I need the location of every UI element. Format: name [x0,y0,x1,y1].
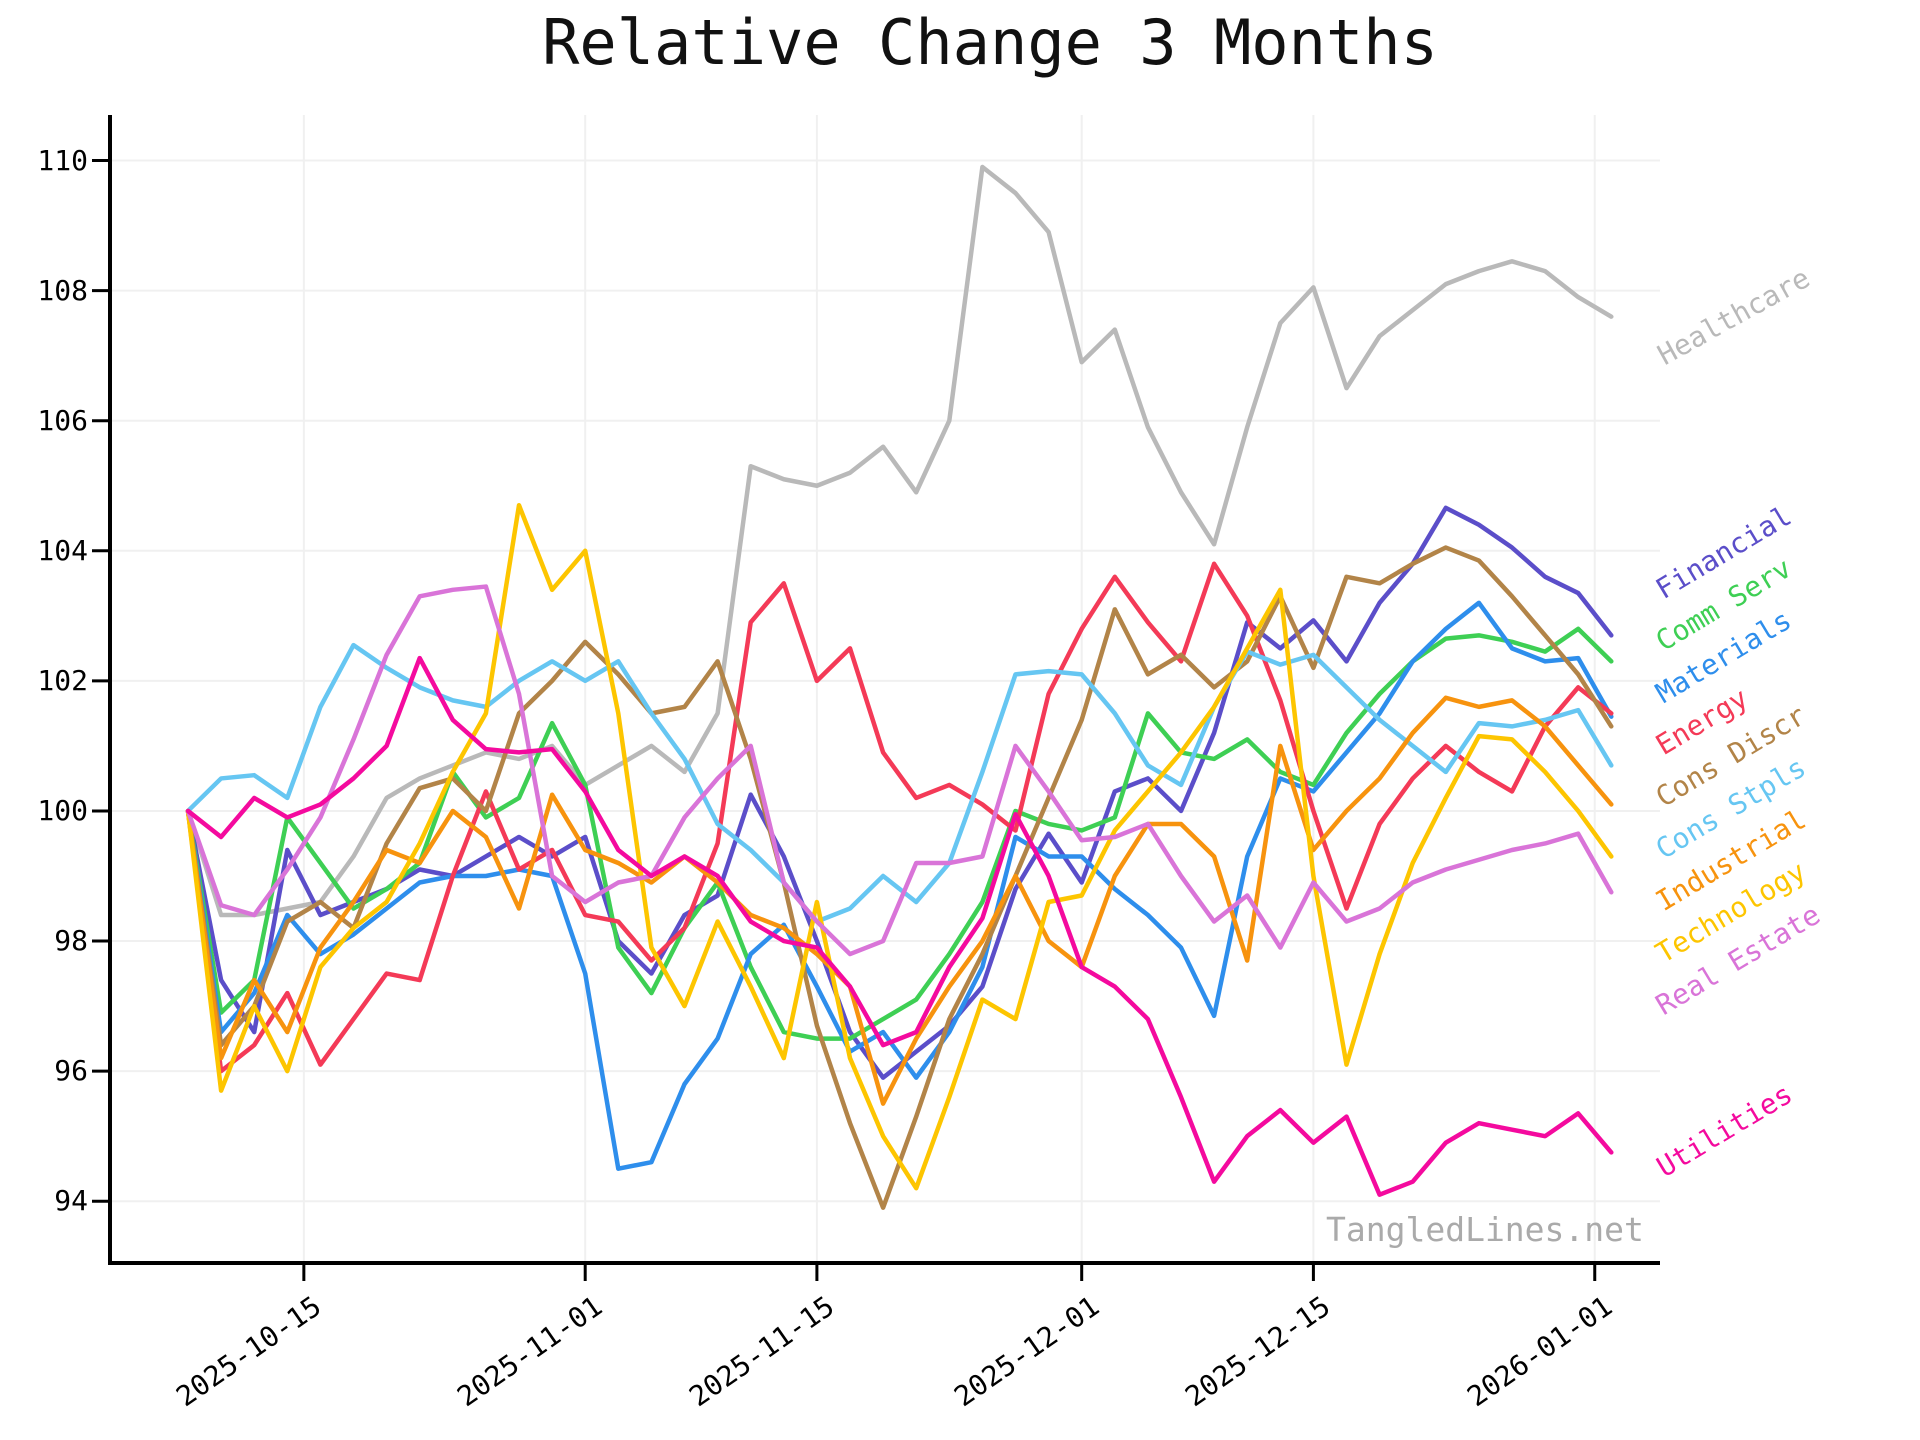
series-line-materials [185,600,1614,1171]
series-line-industrial [185,695,1614,1106]
series-line-financial [185,505,1614,1080]
series-line-real-estate [185,584,1614,957]
series-line-technology [185,503,1614,1191]
watermark: TangledLines.net [1326,1210,1644,1249]
y-tick-label: 104 [37,533,88,567]
y-tick-label: 100 [37,793,88,827]
series-line-energy [185,561,1614,1074]
y-tick-label: 102 [37,663,88,697]
chart-title: Relative Change 3 Months [542,6,1438,79]
series-line-comm-serv [185,626,1614,1041]
series-line-utilities [185,655,1614,1197]
y-tick-label: 108 [37,273,88,307]
y-tick-label: 106 [37,403,88,437]
y-tick-label: 94 [54,1184,88,1218]
y-tick-label: 110 [37,143,88,177]
series-line-cons-stpls [185,642,1614,924]
y-tick-label: 98 [54,924,88,958]
y-tick-label: 96 [54,1054,88,1088]
series-line-healthcare [185,164,1614,918]
